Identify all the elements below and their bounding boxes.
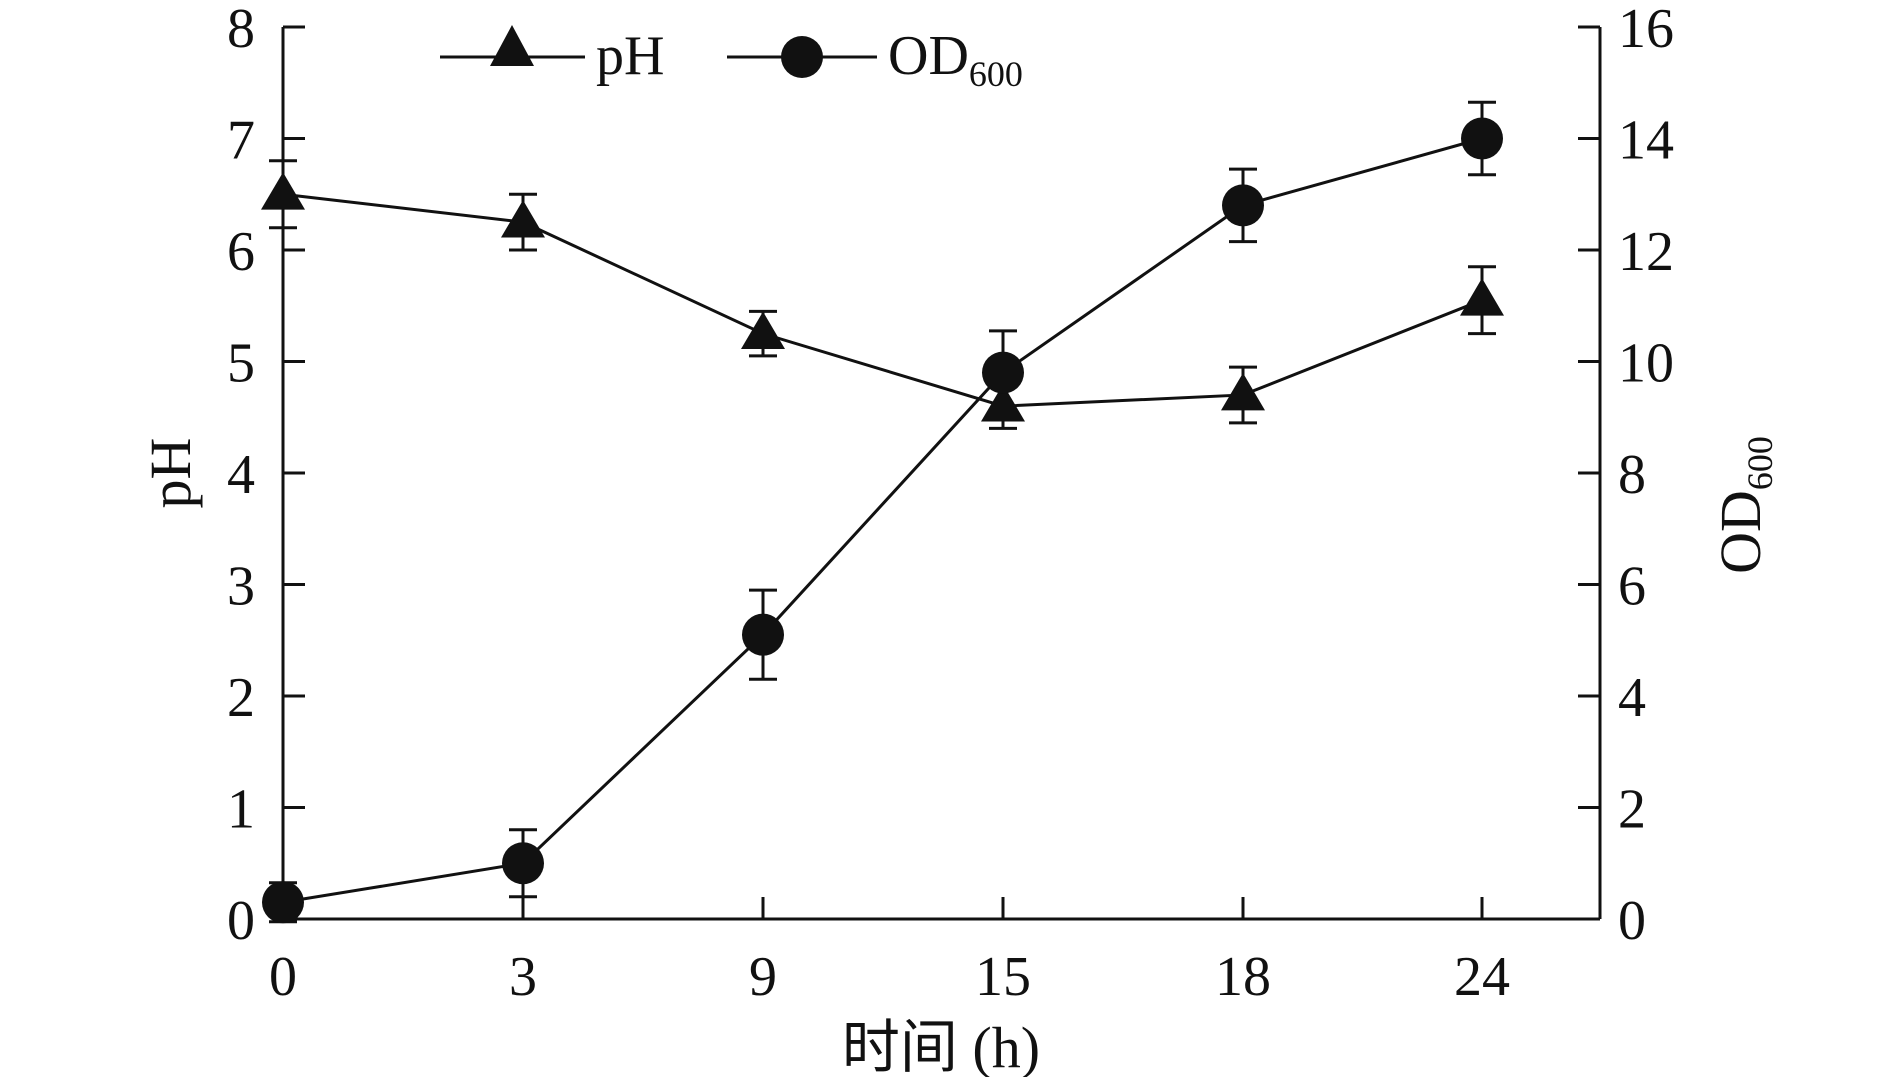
legend-ph-marker	[490, 25, 534, 66]
od600-marker	[262, 881, 304, 924]
ph-marker	[741, 311, 785, 350]
legend-od600-label: OD600	[888, 25, 1023, 94]
right-axis-tick-label: 6	[1618, 556, 1646, 618]
left-axis-tick-label: 4	[227, 444, 255, 506]
axes-layer	[281, 25, 1602, 921]
x-axis-title: 时间 (h)	[842, 1015, 1040, 1077]
right-axis-tick-label: 12	[1618, 221, 1674, 283]
legend-od600-marker	[781, 36, 823, 78]
x-axis-tick-label: 24	[1454, 946, 1510, 1008]
left-axis-tick-label: 5	[227, 333, 255, 395]
right-axis-tick-label: 2	[1618, 779, 1646, 841]
error-bars-layer	[269, 100, 1496, 924]
od600-marker	[502, 842, 544, 885]
ph-marker	[1460, 278, 1504, 316]
right-axis-tick-label: 10	[1618, 333, 1674, 395]
series-lines-layer	[282, 137, 1483, 904]
x-axis-tick-label: 0	[269, 946, 297, 1008]
x-axis-tick-label: 9	[749, 946, 777, 1008]
od600-marker	[982, 351, 1024, 394]
left-axis-tick-label: 8	[227, 0, 255, 60]
x-axis-tick-label: 15	[975, 946, 1031, 1008]
od600-marker	[1461, 117, 1503, 160]
right-axis-tick-label: 14	[1618, 110, 1674, 172]
left-axis-title: pH	[138, 438, 203, 509]
ph-marker	[261, 172, 305, 210]
od600-line	[282, 137, 1483, 904]
markers-layer	[261, 117, 1504, 924]
left-axis-tick-label: 7	[227, 110, 255, 172]
legend: pH OD600	[440, 25, 1023, 94]
left-axis-tick-label: 6	[227, 221, 255, 283]
legend-ph-label: pH	[596, 25, 664, 87]
left-axis-tick-label: 1	[227, 779, 255, 841]
left-axis-tick-label: 0	[227, 890, 255, 952]
od600-marker	[742, 613, 784, 656]
right-axis-tick-label: 16	[1618, 0, 1674, 60]
right-axis-title: OD600	[1708, 436, 1780, 574]
left-axis-tick-label: 3	[227, 556, 255, 618]
right-axis-tick-label: 4	[1618, 667, 1646, 729]
left-axis-tick-label: 2	[227, 667, 255, 729]
ph-marker	[501, 200, 545, 238]
od600-marker	[1222, 184, 1264, 227]
right-axis-tick-label: 8	[1618, 444, 1646, 506]
right-axis-tick-label: 0	[1618, 890, 1646, 952]
ph-marker	[981, 384, 1025, 422]
x-axis-tick-label: 18	[1215, 946, 1271, 1008]
ph-line	[282, 192, 1483, 408]
x-axis-tick-label: 3	[509, 946, 537, 1008]
ph-marker	[1221, 372, 1265, 411]
